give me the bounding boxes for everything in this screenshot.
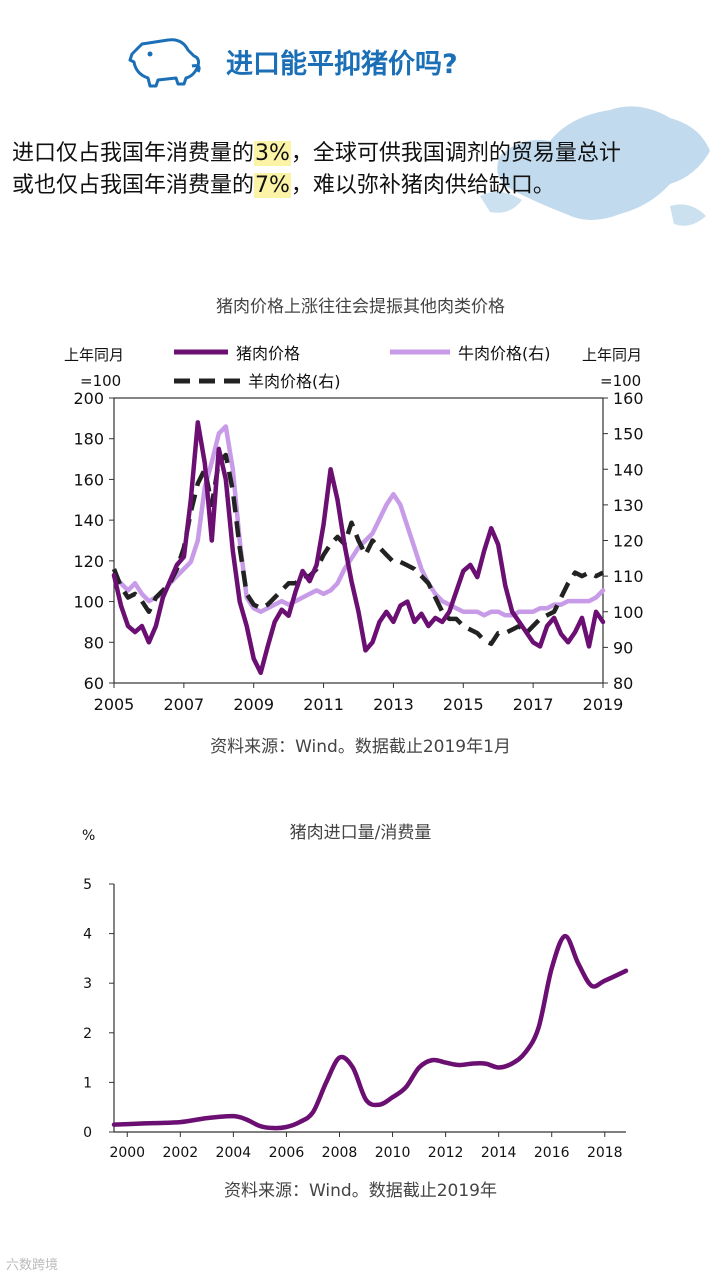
highlight-3-percent: 3% [254,141,291,166]
chart2-title: 猪肉进口量/消费量 [289,823,432,843]
intro-text-segment: ，全球可供我国调剂的贸易量总计 [290,141,621,166]
chart2-ytick-label: 1 [83,1075,92,1091]
chart1-left-unit-2: =100 [80,372,121,390]
chart2-series-import-ratio [111,933,629,1131]
highlight-7-percent: 7% [254,173,291,198]
chart1-title: 猪肉价格上涨往往会提振其他肉类价格 [216,297,505,317]
chart1-legend: 猪肉价格 牛肉价格(右) 羊肉价格(右) [174,344,551,391]
chart1-ytick-left-label: 80 [84,633,104,652]
chart1-ytick-right-label: 110 [613,567,644,586]
header: 进口能平抑猪价吗? [128,36,548,88]
chart1-ytick-right-label: 90 [613,638,633,657]
chart1-series [111,420,606,676]
chart1-xtick-label: 2015 [443,695,484,714]
chart2-xtick-label: 2002 [163,1145,199,1161]
intro-text-segment: ，难以弥补猪肉供给缺口。 [290,173,555,198]
chart1-xtick-label: 2013 [373,695,414,714]
chart2-ytick-label: 0 [83,1125,92,1141]
chart2-xtick-label: 2006 [269,1145,305,1161]
chart2-xtick-label: 2000 [109,1145,145,1161]
chart2-xtick-label: 2016 [534,1145,570,1161]
chart2-ytick-label: 2 [83,1026,92,1042]
chart1-right-unit-2: =100 [600,372,641,390]
chart2-xtick-label: 2014 [481,1145,517,1161]
chart1-xtick-label: 2005 [94,695,135,714]
chart2-ytick-label: 4 [83,927,92,943]
chart2-unit-label: % [82,828,95,844]
chart1-ytick-right-label: 160 [613,389,644,408]
chart2-xtick-label: 2012 [428,1145,464,1161]
chart1-ytick-right-label: 140 [613,460,644,479]
chart1-xtick-label: 2011 [303,695,344,714]
chart1-ytick-left-label: 200 [73,389,104,408]
chart1-xtick-label: 2017 [513,695,554,714]
chart1-ytick-left-label: 160 [73,470,104,489]
chart2-xtick-label: 2018 [587,1145,623,1161]
chart1-ytick-left-label: 120 [73,552,104,571]
chart1-xtick-label: 2019 [583,695,624,714]
intro-text: 进口仅占我国年消费量的3%，全球可供我国调剂的贸易量总计 或也仅占我国年消费量的… [12,138,712,202]
chart2-ytick-label: 3 [83,976,92,992]
legend-label-mutton: 羊肉价格(右) [248,372,341,391]
chart1-ytick-right-label: 120 [613,532,644,551]
intro-line-2: 或也仅占我国年消费量的7%，难以弥补猪肉供给缺口。 [12,170,712,202]
chart2-import-ratio: % 0 1 2 3 4 5 2000 2002 2004 2006 2008 2010 2012 2014… [82,828,629,1161]
chart1-meat-prices: 猪肉价格 牛肉价格(右) 羊肉价格(右) 上年同月 =100 上年同月 =100… [64,344,644,714]
world-map-decoration [480,106,710,226]
intro-text-segment: 或也仅占我国年消费量的 [12,173,255,198]
legend-label-pork: 猪肉价格 [236,344,300,363]
watermark: 六数跨境 [6,1258,59,1273]
chart2-series [111,933,629,1131]
chart1-ytick-left-label: 180 [73,430,104,449]
chart1-axes: 60 80 100 120 140 160 180 200 80 90 100 110 120 130 14… [73,389,643,714]
chart1-ytick-right-label: 150 [613,425,644,444]
legend-label-beef: 牛肉价格(右) [458,344,551,363]
chart2-ytick-label: 5 [83,877,92,893]
chart1-ytick-right-label: 100 [613,603,644,622]
chart1-xtick-label: 2009 [233,695,274,714]
chart1-ytick-left-label: 100 [73,593,104,612]
chart1-ytick-left-label: 60 [84,674,104,693]
chart1-series-beef [111,424,606,618]
chart1-series-pork [111,420,606,676]
intro-text-segment: 进口仅占我国年消费量的 [12,141,255,166]
chart1-xtick-label: 2007 [163,695,204,714]
chart1-right-unit-1: 上年同月 [582,346,642,364]
chart1-ytick-right-label: 80 [613,674,633,693]
chart1-left-unit-1: 上年同月 [64,346,124,364]
chart1-source: 资料来源：Wind。数据截止2019年1月 [210,737,511,757]
chart2-axes: 0 1 2 3 4 5 2000 2002 2004 2006 2008 2010 2012 2014 20… [83,877,626,1161]
page-title: 进口能平抑猪价吗? [226,49,458,80]
chart2-source: 资料来源：Wind。数据截止2019年 [224,1181,497,1201]
pig-icon [128,38,201,88]
chart1-ytick-left-label: 140 [73,511,104,530]
intro-line-1: 进口仅占我国年消费量的3%，全球可供我国调剂的贸易量总计 [12,138,712,170]
chart2-xtick-label: 2008 [322,1145,358,1161]
chart1-series-mutton [111,452,605,647]
chart2-xtick-label: 2004 [216,1145,252,1161]
chart2-xtick-label: 2010 [375,1145,411,1161]
chart1-ytick-right-label: 130 [613,496,644,515]
